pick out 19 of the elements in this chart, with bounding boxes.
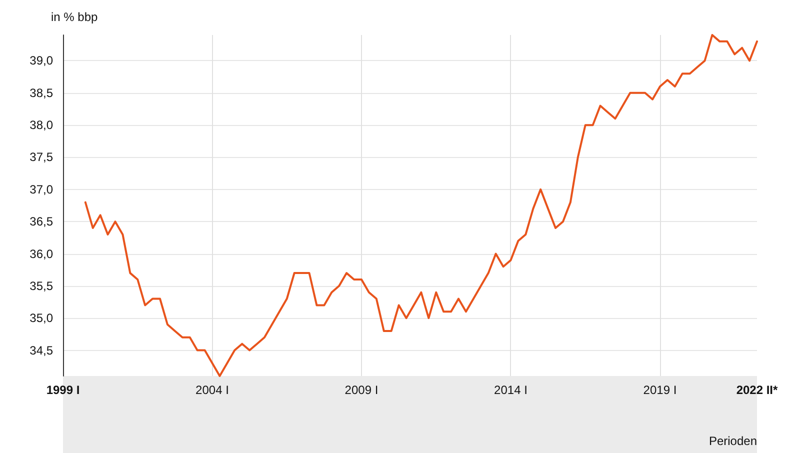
- y-tick-label: 37,0: [30, 182, 54, 196]
- y-tick-label: 36,5: [30, 214, 54, 229]
- x-tick-label: 2019 I: [643, 383, 677, 397]
- line-series: [84, 34, 758, 377]
- x-tick-label: 2009 I: [344, 383, 378, 397]
- x-tick-label: 2022 II*: [736, 383, 778, 397]
- y-tick-label: 39,0: [30, 54, 54, 68]
- y-axis-title: in % bbp: [51, 10, 98, 24]
- x-axis-title: Perioden: [708, 434, 758, 448]
- y-tick-label: 34,5: [30, 343, 54, 358]
- y-tick-label: 38,5: [30, 86, 54, 100]
- x-tick-label: 2004 I: [196, 383, 229, 397]
- y-tick-label: 38,0: [30, 118, 54, 132]
- x-tick-label: 1999 I: [46, 383, 80, 397]
- y-tick-label: 35,5: [30, 278, 54, 293]
- x-tick-label: 2014 I: [494, 383, 528, 397]
- y-tick-label: 36,0: [30, 246, 54, 261]
- y-tick-label: 35,0: [30, 311, 54, 326]
- y-tick-label: 37,5: [30, 150, 54, 164]
